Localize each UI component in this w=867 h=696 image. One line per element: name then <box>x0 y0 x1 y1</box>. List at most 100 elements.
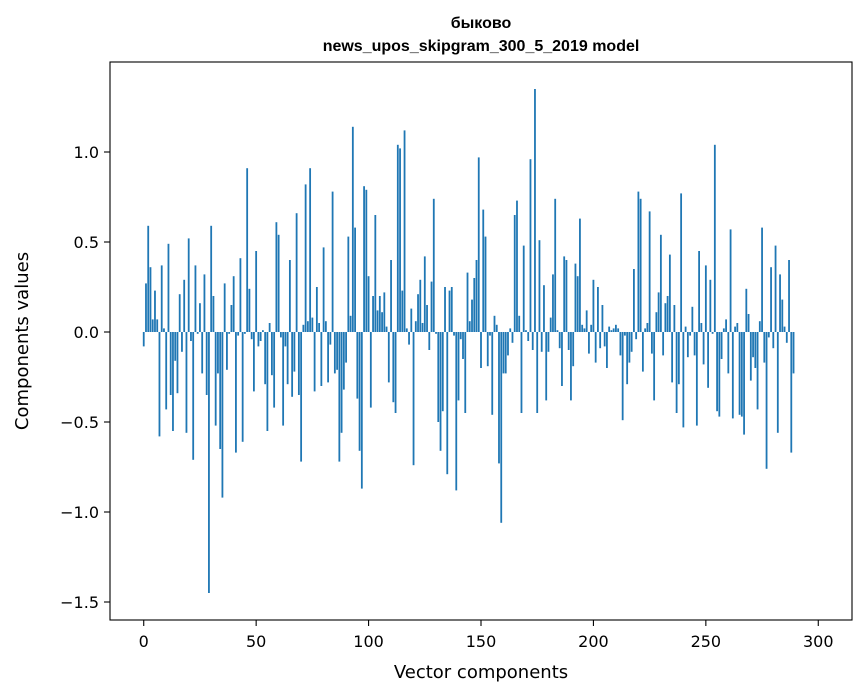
bar-227 <box>653 332 656 401</box>
bar-63 <box>284 332 287 347</box>
bar-2 <box>147 225 150 332</box>
bar-203 <box>599 332 602 349</box>
bar-128 <box>430 281 433 332</box>
bar-178 <box>543 285 545 332</box>
bar-47 <box>248 288 251 332</box>
bar-281 <box>774 245 777 332</box>
bar-137 <box>450 287 453 332</box>
y-tick-label-3: 0.0 <box>74 323 99 342</box>
bar-247 <box>698 251 700 332</box>
bar-134 <box>444 287 446 332</box>
y-tick-label-4: 0.5 <box>74 233 99 252</box>
bar-258 <box>722 328 725 332</box>
bar-268 <box>745 288 748 332</box>
y-tick-label-0: −1.5 <box>60 593 99 612</box>
bar-173 <box>531 332 534 350</box>
bar-3 <box>149 267 152 332</box>
bar-11 <box>167 243 170 332</box>
bar-199 <box>590 324 593 332</box>
bar-44 <box>241 332 244 442</box>
bar-242 <box>686 332 689 358</box>
bar-67 <box>293 332 296 372</box>
bar-51 <box>257 332 260 347</box>
bar-224 <box>646 323 649 332</box>
bar-132 <box>439 332 442 451</box>
bar-187 <box>563 256 566 332</box>
bar-129 <box>432 198 435 332</box>
y-tick-label-2: −0.5 <box>60 413 99 432</box>
bar-52 <box>259 332 262 341</box>
y-axis-ticks: −1.5 −1.0 −0.5 0.0 0.5 1.0 <box>60 143 110 612</box>
bar-96 <box>358 332 361 451</box>
x-tick-label-100: 100 <box>353 632 384 651</box>
bar-145 <box>468 321 471 332</box>
bar-202 <box>597 287 599 332</box>
bar-97 <box>360 332 363 489</box>
bar-216 <box>628 332 631 363</box>
bar-121 <box>414 321 417 332</box>
x-axis-ticks: 0 50 100 150 200 250 300 <box>139 620 834 651</box>
bar-102 <box>372 296 374 332</box>
bar-70 <box>300 332 303 462</box>
bar-19 <box>185 332 188 433</box>
bar-100 <box>367 276 370 332</box>
bar-144 <box>466 272 469 332</box>
bar-246 <box>695 332 698 426</box>
bar-42 <box>237 332 240 336</box>
bar-206 <box>606 332 608 368</box>
bar-161 <box>504 332 507 374</box>
bar-223 <box>644 328 647 332</box>
bar-0 <box>142 332 145 347</box>
bar-10 <box>165 332 168 410</box>
bar-155 <box>491 332 494 415</box>
bar-1 <box>145 283 147 332</box>
bar-131 <box>437 332 440 422</box>
bar-253 <box>711 332 714 334</box>
bar-248 <box>700 323 703 332</box>
bar-275 <box>761 227 763 332</box>
bar-26 <box>201 332 204 374</box>
bar-162 <box>507 332 509 356</box>
bar-220 <box>637 191 640 332</box>
bar-56 <box>268 323 271 332</box>
bar-20 <box>187 238 190 332</box>
bar-241 <box>684 326 687 332</box>
bar-28 <box>205 332 208 395</box>
bar-156 <box>493 315 496 332</box>
bar-157 <box>495 324 498 332</box>
bar-279 <box>770 267 772 332</box>
bar-71 <box>302 324 305 332</box>
bar-183 <box>554 198 557 332</box>
bar-181 <box>549 317 552 332</box>
bar-25 <box>199 303 201 332</box>
x-tick-label-300: 300 <box>803 632 834 651</box>
bar-194 <box>579 218 581 332</box>
bar-160 <box>502 332 505 374</box>
y-tick-label-1: −1.0 <box>60 503 99 522</box>
bar-139 <box>455 332 458 491</box>
bar-55 <box>266 332 269 431</box>
bar-116 <box>403 130 406 332</box>
bar-169 <box>522 245 525 332</box>
bar-126 <box>426 305 428 332</box>
bar-76 <box>313 332 316 392</box>
bar-147 <box>473 278 476 332</box>
bar-123 <box>419 279 422 332</box>
bar-80 <box>322 247 325 332</box>
bar-135 <box>446 332 449 475</box>
x-tick-label-50: 50 <box>246 632 266 651</box>
bar-122 <box>417 294 419 332</box>
bar-233 <box>666 296 669 332</box>
bar-101 <box>369 332 372 408</box>
bar-152 <box>484 236 487 332</box>
bar-106 <box>381 312 383 332</box>
bar-209 <box>612 328 615 332</box>
bar-284 <box>781 299 784 332</box>
bar-60 <box>277 234 280 332</box>
bar-189 <box>567 332 570 350</box>
bar-109 <box>387 332 390 383</box>
bar-166 <box>516 200 518 332</box>
bar-221 <box>639 198 642 332</box>
bar-266 <box>740 332 743 417</box>
bar-285 <box>783 326 786 332</box>
